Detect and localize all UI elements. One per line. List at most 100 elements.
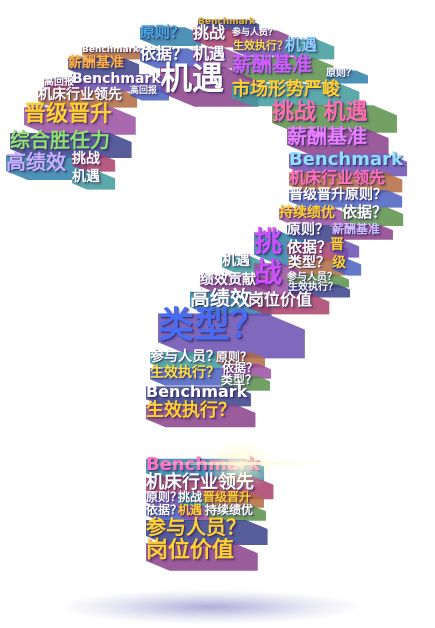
- cloud-word: 挑战: [193, 23, 226, 42]
- word-extrusion: [146, 404, 256, 428]
- word-extrusion: [289, 190, 403, 208]
- cloud-word: 机遇: [222, 253, 250, 269]
- word-extrusion: [289, 172, 403, 193]
- cloud-word: 高回报: [130, 86, 158, 96]
- word-extrusion: [232, 57, 334, 82]
- word-extrusion: [193, 48, 243, 69]
- word-extrusion: [68, 58, 140, 76]
- word-extrusion: [232, 30, 289, 43]
- cloud-word: 依据？: [140, 44, 189, 63]
- word-extrusion: [24, 107, 136, 135]
- word-extrusion: [222, 363, 271, 379]
- word-extrusion: [82, 47, 144, 60]
- word-extrusion: [193, 27, 243, 48]
- cloud-word: 参与人员？: [232, 28, 278, 38]
- cloud-word: 薪酬基准: [232, 52, 312, 76]
- word-extrusion: [288, 258, 346, 276]
- cloud-word: 机遇: [285, 35, 318, 54]
- cloud-word: 薪酬基准: [68, 55, 124, 71]
- cloud-word: 生效执行？: [150, 365, 220, 381]
- word-extrusion: [146, 520, 268, 545]
- cloud-word: 持续绩优: [279, 205, 335, 221]
- cloud-word: 市场形势严峻: [232, 79, 340, 100]
- cloud-word: 挑战 机遇: [272, 100, 368, 125]
- word-extrusion: [10, 133, 132, 158]
- cloud-word: 挑战: [178, 490, 203, 504]
- cloud-word: 生效执行？: [288, 282, 338, 293]
- cloud-word: 参与人员？: [287, 272, 337, 283]
- cloud-word: 持续绩优: [205, 503, 254, 517]
- cloud-word: Benchmark: [198, 17, 255, 27]
- floor-shadow: [60, 590, 360, 624]
- cloud-word: 机遇: [160, 59, 225, 97]
- word-extrusion: [330, 240, 360, 258]
- cloud-word: 机床行业领先: [289, 168, 386, 187]
- cloud-word: 挑: [254, 225, 283, 258]
- word-extrusion: [232, 83, 360, 107]
- cloud-word: 绩效贡献: [200, 272, 256, 288]
- cloud-word: 级: [332, 255, 346, 271]
- word-extrusion: [140, 48, 206, 69]
- cloud-word: 岗位价值: [248, 290, 313, 309]
- word-extrusion: [279, 208, 351, 226]
- light-streak: [150, 462, 330, 465]
- word-extrusion: [200, 275, 272, 293]
- cloud-word: 原则？: [140, 23, 186, 41]
- word-extrusion: [326, 70, 368, 84]
- cloud-word: 类型？: [221, 373, 258, 387]
- cloud-word: Benchmark: [72, 71, 161, 87]
- word-extrusion: [72, 154, 116, 172]
- cloud-word: 依据？: [222, 361, 259, 375]
- word-extrusion: [332, 258, 362, 276]
- cloud-word: 参与人员？: [150, 349, 220, 365]
- cloud-word: 薪酬基准: [287, 124, 367, 148]
- cloud-word: 生效执行？: [233, 39, 288, 52]
- cloud-word: 依据？: [287, 238, 333, 256]
- cloud-word: 晋级晋升: [24, 102, 113, 127]
- cloud-word: 原则？: [146, 490, 183, 504]
- cloud-word: 原则？: [287, 222, 329, 238]
- cloud-word: 高绩效: [190, 286, 250, 310]
- cloud-word: 高绩效: [6, 150, 66, 174]
- word-extrusion: [288, 284, 350, 298]
- word-extrusion: [285, 39, 335, 60]
- cloud-word: 挑战: [72, 151, 100, 167]
- cloud-word: 机遇: [72, 169, 100, 185]
- cloud-word: 参与人员？: [146, 515, 246, 539]
- word-extrusion: [158, 313, 305, 359]
- cloud-word: 薪酬基准: [332, 222, 381, 236]
- cloud-word: 依据？: [146, 503, 183, 517]
- word-extrusion: [72, 74, 164, 92]
- word-extrusion: [332, 224, 393, 240]
- word-extrusion: [6, 155, 88, 180]
- word-extrusion: [248, 294, 330, 315]
- word-extrusion: [130, 88, 169, 101]
- cloud-word: 依据？: [342, 203, 388, 221]
- word-extrusion: [146, 543, 258, 571]
- word-extrusion: [342, 207, 404, 226]
- word-extrusion: [150, 352, 236, 370]
- light-flare: [205, 440, 275, 490]
- word-extrusion: [287, 129, 389, 154]
- cloud-word: 机遇: [178, 503, 203, 517]
- cloud-word: 综合胜任力: [10, 128, 110, 152]
- word-extrusion: [146, 386, 251, 407]
- cloud-word: 岗位价值: [146, 538, 235, 563]
- word-extrusion: [140, 27, 202, 46]
- word-extrusion: [38, 90, 138, 108]
- cloud-word: 机遇: [193, 44, 226, 63]
- cloud-word: Benchmark: [289, 149, 403, 170]
- word-extrusion: [233, 41, 300, 56]
- word-extrusion: [150, 368, 236, 386]
- word-extrusion: [72, 172, 116, 190]
- cloud-word: 晋级晋升: [203, 490, 252, 504]
- cloud-word: 晋级晋升原则？: [289, 187, 387, 203]
- cloud-word: 生效执行？: [146, 400, 236, 421]
- cloud-word: Benchmark: [82, 45, 139, 55]
- word-extrusion: [287, 225, 345, 243]
- word-extrusion: [272, 105, 397, 133]
- word-extrusion: [203, 492, 264, 508]
- word-extrusion: [205, 505, 266, 521]
